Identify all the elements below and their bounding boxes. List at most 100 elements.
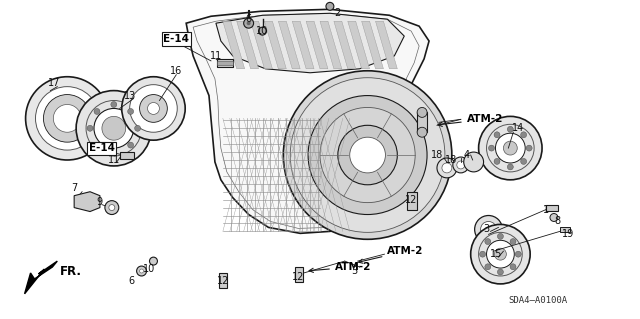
Circle shape <box>481 221 497 237</box>
Circle shape <box>338 125 397 185</box>
Polygon shape <box>74 192 100 211</box>
Text: 2: 2 <box>335 8 341 18</box>
Circle shape <box>111 101 116 108</box>
Circle shape <box>130 85 177 132</box>
Circle shape <box>246 21 251 25</box>
Polygon shape <box>186 9 429 234</box>
Circle shape <box>486 240 515 268</box>
Circle shape <box>457 161 465 169</box>
Text: FR.: FR. <box>60 264 83 278</box>
Circle shape <box>105 201 119 214</box>
Circle shape <box>136 266 147 276</box>
Polygon shape <box>306 21 328 69</box>
Text: E-14: E-14 <box>89 143 115 153</box>
Text: 10: 10 <box>143 264 156 274</box>
Text: 13: 13 <box>124 91 136 100</box>
Polygon shape <box>362 21 383 69</box>
Bar <box>217 61 233 65</box>
Text: 8: 8 <box>555 217 561 226</box>
Bar <box>560 227 570 232</box>
Circle shape <box>417 108 427 117</box>
Polygon shape <box>24 261 58 294</box>
Text: 19: 19 <box>562 229 574 239</box>
Circle shape <box>53 105 81 132</box>
Text: 17: 17 <box>48 78 61 88</box>
Polygon shape <box>348 21 369 69</box>
Polygon shape <box>237 21 259 69</box>
Circle shape <box>102 116 125 140</box>
Circle shape <box>495 248 506 260</box>
Circle shape <box>510 239 516 245</box>
Circle shape <box>521 159 527 164</box>
Circle shape <box>122 77 185 140</box>
Text: 11: 11 <box>210 51 222 61</box>
Polygon shape <box>264 21 286 69</box>
Bar <box>407 192 417 210</box>
Text: E-14: E-14 <box>163 34 189 44</box>
Text: 1: 1 <box>543 204 549 215</box>
Circle shape <box>497 234 504 239</box>
Circle shape <box>515 251 521 257</box>
Circle shape <box>326 2 334 10</box>
Polygon shape <box>216 13 404 73</box>
Text: SDA4–A0100A: SDA4–A0100A <box>509 296 568 305</box>
Circle shape <box>479 116 542 180</box>
Bar <box>417 112 427 132</box>
Circle shape <box>94 108 134 148</box>
Circle shape <box>470 225 530 284</box>
Bar <box>295 267 303 282</box>
Circle shape <box>244 18 253 28</box>
Circle shape <box>76 91 152 166</box>
Circle shape <box>87 125 93 131</box>
Text: 15: 15 <box>490 249 502 259</box>
Circle shape <box>140 269 143 273</box>
Circle shape <box>494 132 500 138</box>
Text: 11: 11 <box>108 155 120 165</box>
Circle shape <box>140 94 167 122</box>
Text: 3: 3 <box>483 224 490 234</box>
Text: 10: 10 <box>257 26 269 36</box>
Circle shape <box>508 126 513 132</box>
Bar <box>120 152 134 159</box>
Text: 12: 12 <box>217 276 229 286</box>
Text: 4: 4 <box>463 150 470 160</box>
Text: 12: 12 <box>405 195 417 205</box>
Circle shape <box>485 264 491 270</box>
Circle shape <box>134 125 141 131</box>
Circle shape <box>550 213 558 221</box>
Polygon shape <box>320 21 342 69</box>
Text: 18: 18 <box>431 150 443 160</box>
Circle shape <box>284 71 452 239</box>
Polygon shape <box>223 21 244 69</box>
Text: 5: 5 <box>351 266 358 276</box>
Circle shape <box>442 163 452 173</box>
Circle shape <box>526 145 532 151</box>
Circle shape <box>147 102 159 115</box>
Text: 6: 6 <box>129 276 134 286</box>
Circle shape <box>94 142 100 148</box>
Text: 7: 7 <box>71 183 77 193</box>
Text: ATM-2: ATM-2 <box>309 262 371 272</box>
Circle shape <box>521 132 527 138</box>
Bar <box>219 273 227 288</box>
Text: 18: 18 <box>445 155 457 165</box>
Bar <box>546 204 558 211</box>
Circle shape <box>437 158 457 178</box>
Circle shape <box>488 145 495 151</box>
Text: 16: 16 <box>170 66 182 76</box>
Text: 6: 6 <box>246 14 252 24</box>
Circle shape <box>259 27 266 35</box>
Circle shape <box>497 269 504 275</box>
Circle shape <box>510 264 516 270</box>
Bar <box>217 59 233 67</box>
Polygon shape <box>251 21 273 69</box>
Circle shape <box>320 108 415 203</box>
Circle shape <box>127 108 134 115</box>
Circle shape <box>417 127 427 137</box>
Circle shape <box>464 152 484 172</box>
Circle shape <box>150 257 157 265</box>
Circle shape <box>508 164 513 170</box>
Text: 14: 14 <box>512 123 524 133</box>
Circle shape <box>504 141 517 155</box>
Polygon shape <box>292 21 314 69</box>
